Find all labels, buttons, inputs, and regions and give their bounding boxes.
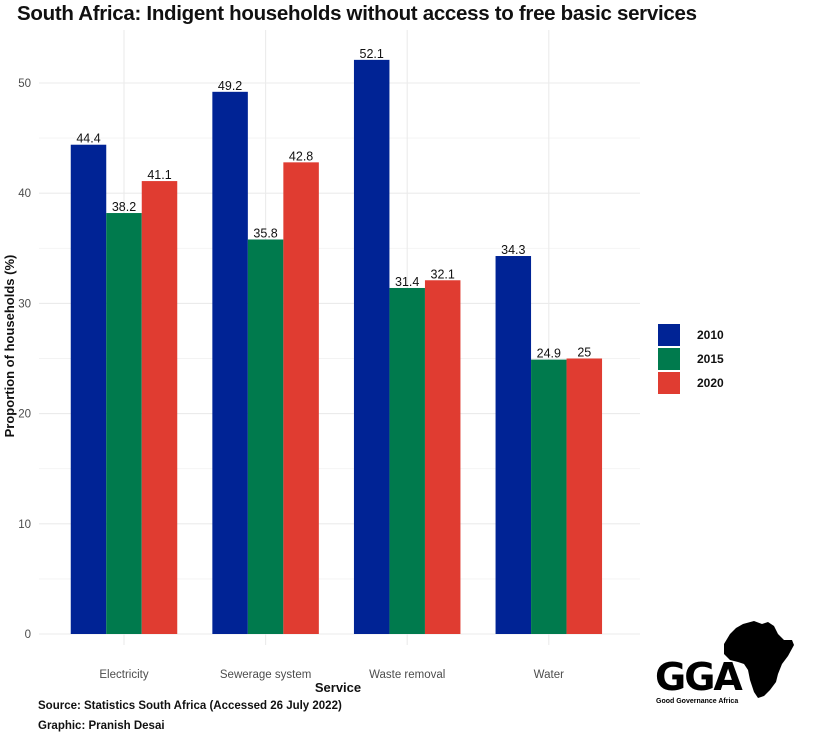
x-tick-label: Waste removal [369, 669, 445, 681]
y-tick-label: 40 [18, 188, 31, 200]
y-tick-label: 30 [18, 298, 31, 310]
chart-title: South Africa: Indigent households withou… [17, 2, 697, 25]
logo-abbrev: GGA [655, 655, 743, 699]
legend-label: 2015 [697, 352, 724, 366]
bar-2015 [389, 287, 425, 634]
bar-2015 [531, 359, 567, 634]
bar-2010 [495, 256, 532, 634]
y-axis-ticks: 0 10 20 30 40 50 [18, 78, 31, 641]
bar-value-label: 49.2 [218, 79, 242, 93]
bars [70, 59, 603, 635]
legend-label: 2010 [697, 328, 724, 342]
logo-name: Good Governance Africa [656, 698, 739, 705]
legend: 2010 2015 2020 [658, 324, 724, 394]
y-tick-label: 20 [18, 409, 31, 421]
bar-2010 [353, 59, 390, 634]
y-axis-title: Proportion of households (%) [2, 255, 17, 438]
bar-2020 [283, 162, 319, 634]
bar-2020 [141, 181, 178, 634]
bar-value-label: 32.1 [431, 267, 455, 281]
bar-value-label: 34.3 [501, 243, 525, 257]
bar-2020 [566, 358, 603, 634]
bar-value-label: 52.1 [360, 47, 384, 61]
y-tick-label: 0 [25, 629, 31, 641]
source-caption: Source: Statistics South Africa (Accesse… [38, 700, 342, 712]
graphic-credit: Graphic: Pranish Desai [38, 720, 165, 732]
bar-value-label: 24.9 [537, 347, 561, 361]
legend-label: 2020 [697, 376, 724, 390]
x-tick-label: Water [534, 669, 564, 681]
bar-value-label: 31.4 [395, 275, 419, 289]
x-tick-label: Sewerage system [220, 669, 311, 681]
africa-map-icon [724, 621, 794, 698]
x-tick-label: Electricity [99, 669, 148, 681]
bar-2020 [424, 280, 461, 634]
bar-value-label: 38.2 [112, 200, 136, 214]
bar-value-label: 42.8 [289, 149, 313, 163]
bar-value-label: 25 [577, 346, 591, 360]
x-axis-ticks: Electricity Sewerage system Waste removal W… [99, 669, 564, 681]
y-tick-label: 50 [18, 78, 31, 90]
bar-2015 [106, 213, 142, 634]
bar-2015 [247, 239, 284, 634]
legend-swatch-2020 [658, 372, 680, 394]
y-tick-label: 10 [18, 519, 31, 531]
bar-value-label: 44.4 [76, 132, 100, 146]
bar-2010 [212, 91, 248, 635]
bar-2010 [70, 144, 107, 634]
legend-swatch-2015 [658, 348, 680, 370]
bar-value-label: 35.8 [253, 226, 277, 240]
x-axis-title: Service [315, 680, 361, 695]
bar-labels: 44.4 38.2 41.1 49.2 35.8 42.8 52.1 31.4 32.1 34.3… [76, 47, 591, 361]
bar-value-label: 41.1 [147, 168, 171, 182]
legend-swatch-2010 [658, 324, 680, 346]
